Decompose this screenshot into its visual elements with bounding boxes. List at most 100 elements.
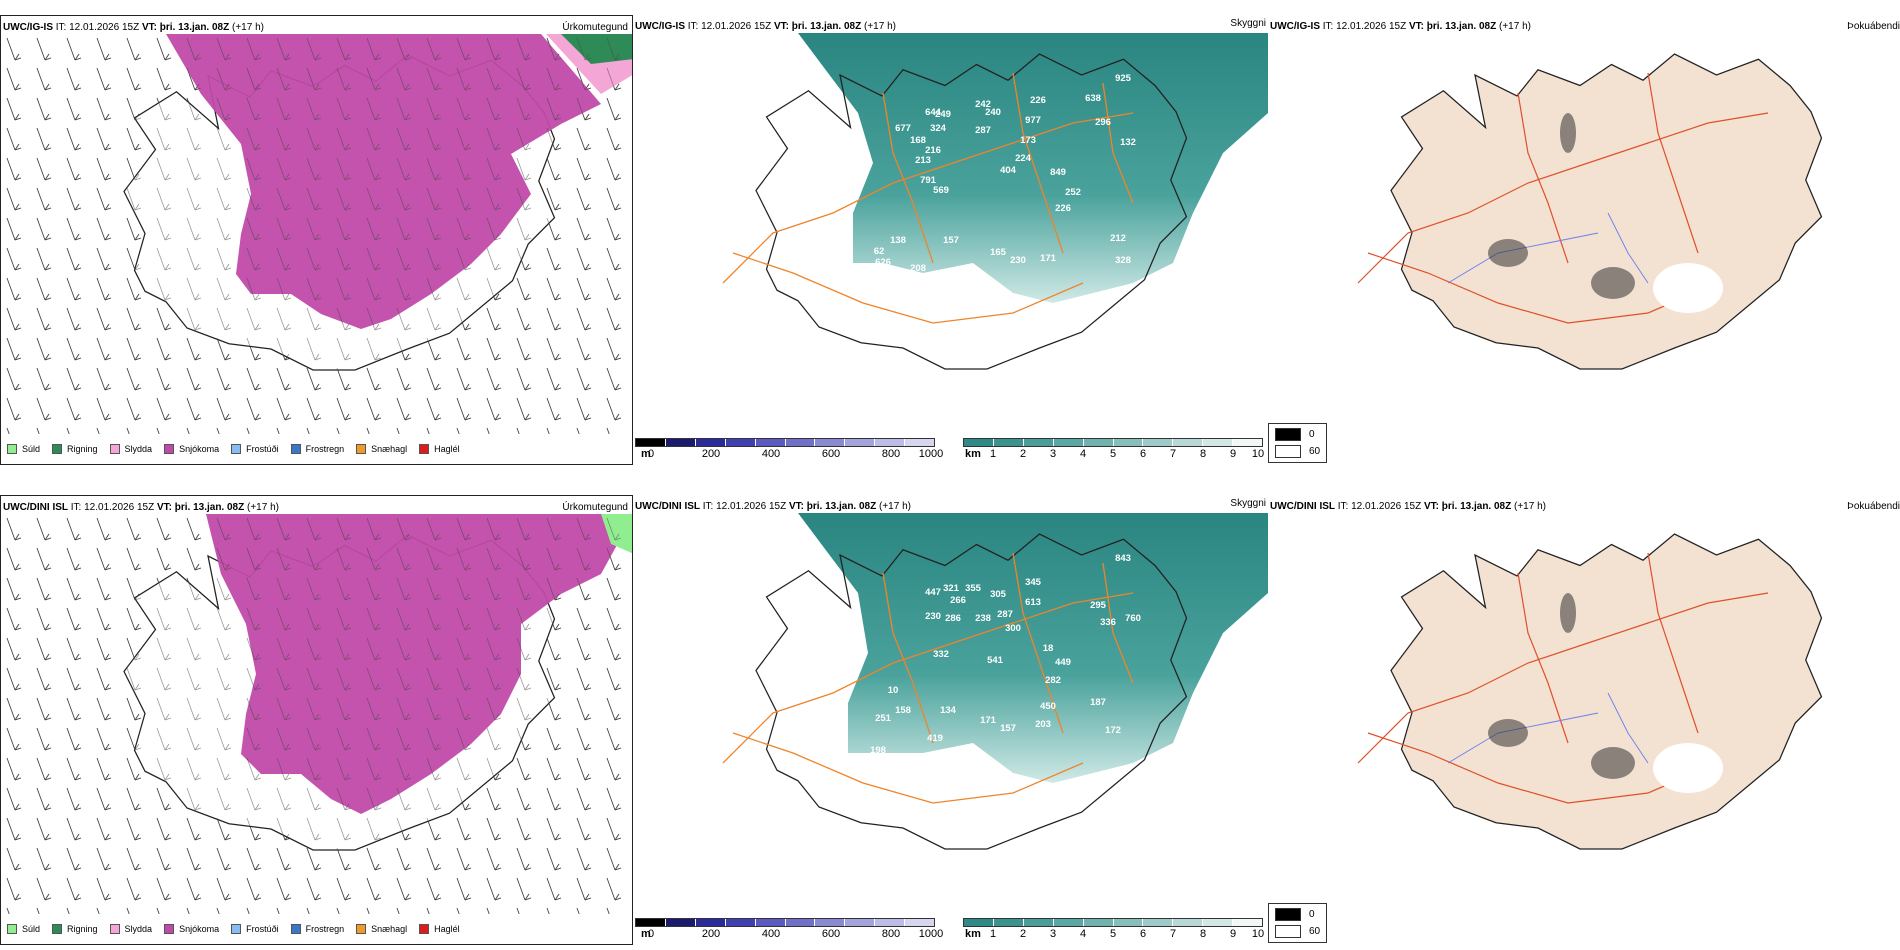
visibility-colorbar: km 1 2 3 4 5 6 7 8 9 10 [963, 918, 1264, 941]
precip-map [1, 34, 632, 434]
road-network [722, 552, 1134, 804]
height-label: 638 [1085, 93, 1101, 104]
fog-map [1357, 53, 1823, 370]
height-label: 213 [915, 155, 931, 166]
height-label: 419 [927, 733, 943, 744]
height-label: 252 [1065, 187, 1081, 198]
height-label: 328 [1115, 255, 1131, 266]
fog-legend: 0 60 [1268, 423, 1328, 463]
fog-areas [1488, 113, 1635, 299]
height-label: 760 [1125, 613, 1141, 624]
height-label: 843 [1115, 553, 1131, 564]
height-label: 132 [1120, 137, 1136, 148]
height-label: 230 [1010, 255, 1026, 266]
height-label: 295 [1090, 600, 1107, 611]
height-label: 224 [1015, 153, 1032, 164]
panel-header: UWC/IG-IS IT: 12.01.2026 15Z VT: þri. 13… [3, 22, 264, 33]
height-label: 10 [888, 685, 899, 696]
height-label: 300 [1005, 623, 1021, 634]
precip-legend: Súld Rigning Slydda Snjókoma Frostúði Fr… [7, 924, 472, 934]
panel-title: Úrkomutegund [562, 22, 628, 33]
height-label: 447 [925, 587, 941, 598]
precip-panel-row2: UWC/DINI ISL IT: 12.01.2026 15Z VT: þri.… [0, 495, 633, 945]
height-label: 249 [935, 109, 951, 120]
height-label: 168 [910, 135, 926, 146]
height-label: 212 [1110, 233, 1126, 244]
height-label: 355 [965, 583, 982, 594]
height-label: 240 [985, 107, 1001, 118]
panel-title: Skyggni [1230, 18, 1266, 29]
precip-map [1, 514, 632, 914]
legend-item-frostregn: Frostregn [290, 444, 344, 454]
legend-item-frostudi: Frostúði [231, 444, 279, 454]
precip-legend: Súld Rigning Slydda Snjókoma Frostúði Fr… [7, 444, 472, 454]
height-label: 18 [1043, 643, 1054, 654]
panel-header: UWC/IG-IS IT: 12.01.2026 15Z VT: þri. 13… [1270, 21, 1531, 32]
teal-area [798, 33, 1268, 303]
legend-item-rigning: Rigning [52, 444, 98, 454]
height-label: 171 [980, 715, 997, 726]
height-labels: 843 447 321 355 305 345 266 613 295 230 286 238 287 3… [870, 553, 1141, 756]
legend-item-rigning: Rigning [52, 924, 98, 934]
legend-item-haglel: Haglél [419, 924, 460, 934]
height-label: 198 [870, 745, 886, 756]
fog-clear-area [1653, 743, 1723, 793]
height-label: 296 [1095, 117, 1111, 128]
height-label: 345 [1025, 577, 1042, 588]
height-label: 238 [975, 613, 991, 624]
legend-item-snjokoma: Snjókoma [164, 444, 219, 454]
legend-item-frostregn: Frostregn [290, 924, 344, 934]
vis-map: 843 447 321 355 305 345 266 613 295 230 286 238 287 3… [722, 513, 1268, 850]
height-label: 134 [940, 705, 957, 716]
height-label: 173 [1020, 135, 1036, 146]
height-label: 626 [875, 257, 891, 268]
iceland-fill [1390, 53, 1823, 370]
height-label: 157 [943, 235, 959, 246]
height-label: 450 [1040, 701, 1056, 712]
height-label: 138 [890, 235, 906, 246]
legend-item-haglel: Haglél [419, 444, 460, 454]
height-label: 324 [930, 123, 947, 134]
legend-item-frostudi: Frostúði [231, 924, 279, 934]
height-label: 187 [1090, 697, 1106, 708]
height-label: 157 [1000, 723, 1016, 734]
teal-area [798, 513, 1268, 783]
height-label: 230 [925, 611, 941, 622]
vis-panel-row1: UWC/IG-IS IT: 12.01.2026 15Z VT: þri. 13… [633, 15, 1268, 465]
panel-title: Úrkomutegund [562, 502, 628, 513]
height-label: 925 [1115, 73, 1132, 84]
height-label: 158 [895, 705, 911, 716]
height-label: 287 [975, 125, 991, 136]
iceland-fill [1390, 533, 1823, 850]
height-label: 677 [895, 123, 911, 134]
height-label: 165 [990, 247, 1007, 258]
elevation-colorbar: m 0 200 400 600 800 1000 [635, 438, 943, 461]
panel-header: UWC/DINI ISL IT: 12.01.2026 15Z VT: þri.… [1270, 501, 1546, 512]
vis-panel-row2: UWC/DINI ISL IT: 12.01.2026 15Z VT: þri.… [633, 495, 1268, 945]
panel-title: Þokuábendi [1847, 21, 1900, 32]
height-label: 569 [933, 185, 949, 196]
fog-areas [1488, 593, 1635, 779]
height-label: 226 [1030, 95, 1046, 106]
panel-title: Skyggni [1230, 498, 1266, 509]
legend-item-slydda: Slydda [109, 444, 152, 454]
legend-item-slydda: Slydda [109, 924, 152, 934]
height-label: 305 [990, 589, 1007, 600]
visibility-colorbar: km 1 2 3 4 5 6 7 8 9 10 [963, 438, 1264, 461]
panel-title: Þokuábendi [1847, 501, 1900, 512]
height-label: 287 [997, 609, 1013, 620]
fog-panel-row2: UWC/DINI ISL IT: 12.01.2026 15Z VT: þri.… [1268, 495, 1900, 945]
road-network [1357, 552, 1769, 804]
height-label: 286 [945, 613, 961, 624]
height-label: 791 [920, 175, 937, 186]
height-label: 172 [1105, 725, 1121, 736]
height-label: 282 [1045, 675, 1061, 686]
road-network [722, 72, 1134, 324]
panel-header: UWC/IG-IS IT: 12.01.2026 15Z VT: þri. 13… [635, 21, 896, 32]
height-label: 321 [943, 583, 960, 594]
fog-clear-area [1653, 263, 1723, 313]
height-label: 449 [1055, 657, 1071, 668]
fog-legend: 0 60 [1268, 903, 1328, 943]
fog-panel-row1: UWC/IG-IS IT: 12.01.2026 15Z VT: þri. 13… [1268, 15, 1900, 465]
